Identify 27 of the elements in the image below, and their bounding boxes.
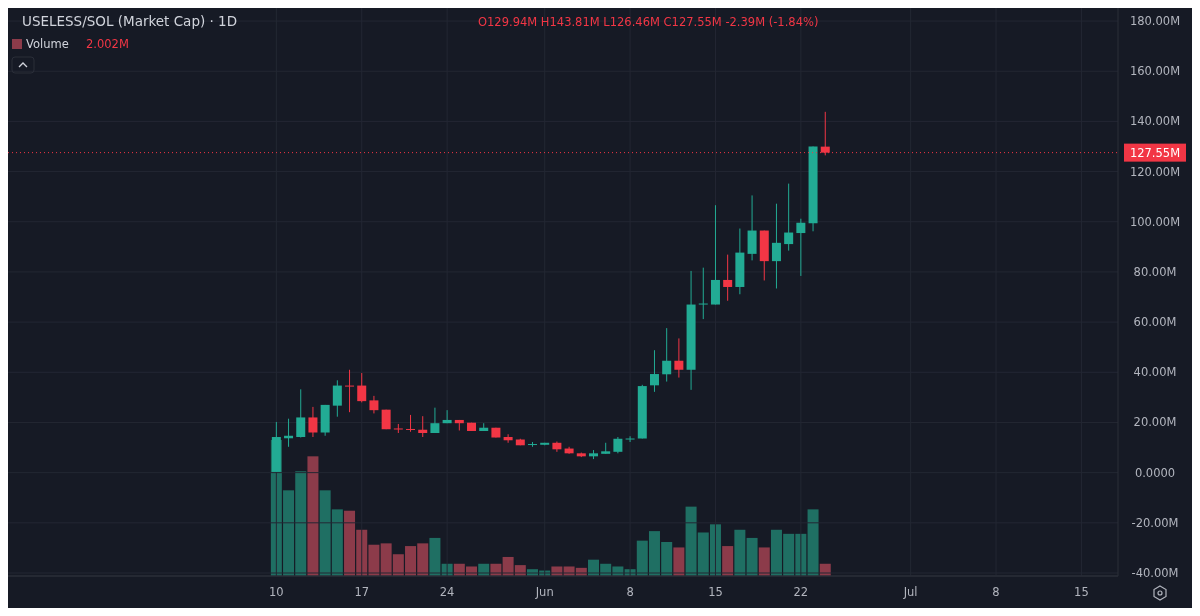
- y-tick-label: 100.00M: [1129, 214, 1181, 229]
- y-tick-label: 40.00M: [1133, 365, 1177, 380]
- y-tick-label: 80.00M: [1133, 264, 1177, 279]
- y-tick-label: 140.00M: [1129, 114, 1181, 129]
- y-tick-label: -40.00M: [1131, 565, 1179, 580]
- y-tick-label: 120.00M: [1129, 164, 1181, 179]
- x-tick-label: Jun: [534, 585, 554, 599]
- x-tick-label: Jul: [902, 585, 918, 599]
- annotation: 2.002M: [86, 37, 129, 51]
- x-tick-label: 24: [439, 585, 455, 599]
- y-tick-label: 160.00M: [1129, 64, 1181, 79]
- annotation: O129.94M H143.81M L126.46M C127.55M -2.39M (-1.84%): [478, 15, 819, 29]
- y-tick-label: 20.00M: [1133, 415, 1177, 430]
- legend-label: Volume: [26, 37, 69, 51]
- x-tick-label: 10: [269, 585, 284, 599]
- y-tick-label: 0.0000: [1134, 465, 1176, 480]
- x-tick-label: 17: [354, 585, 370, 599]
- x-tick-label: 8: [626, 585, 634, 599]
- x-tick-label: 22: [793, 585, 809, 599]
- x-tick-label: 8: [992, 585, 1000, 599]
- x-tick-label: 15: [1074, 585, 1089, 599]
- ref-line-label: 127.55M: [1129, 145, 1181, 160]
- x-tick-label: 15: [708, 585, 723, 599]
- chart-title: USELESS/SOL (Market Cap) · 1D: [22, 13, 238, 29]
- y-tick-label: -20.00M: [1131, 515, 1179, 530]
- y-tick-label: 60.00M: [1133, 315, 1177, 330]
- y-tick-label: 180.00M: [1129, 14, 1181, 29]
